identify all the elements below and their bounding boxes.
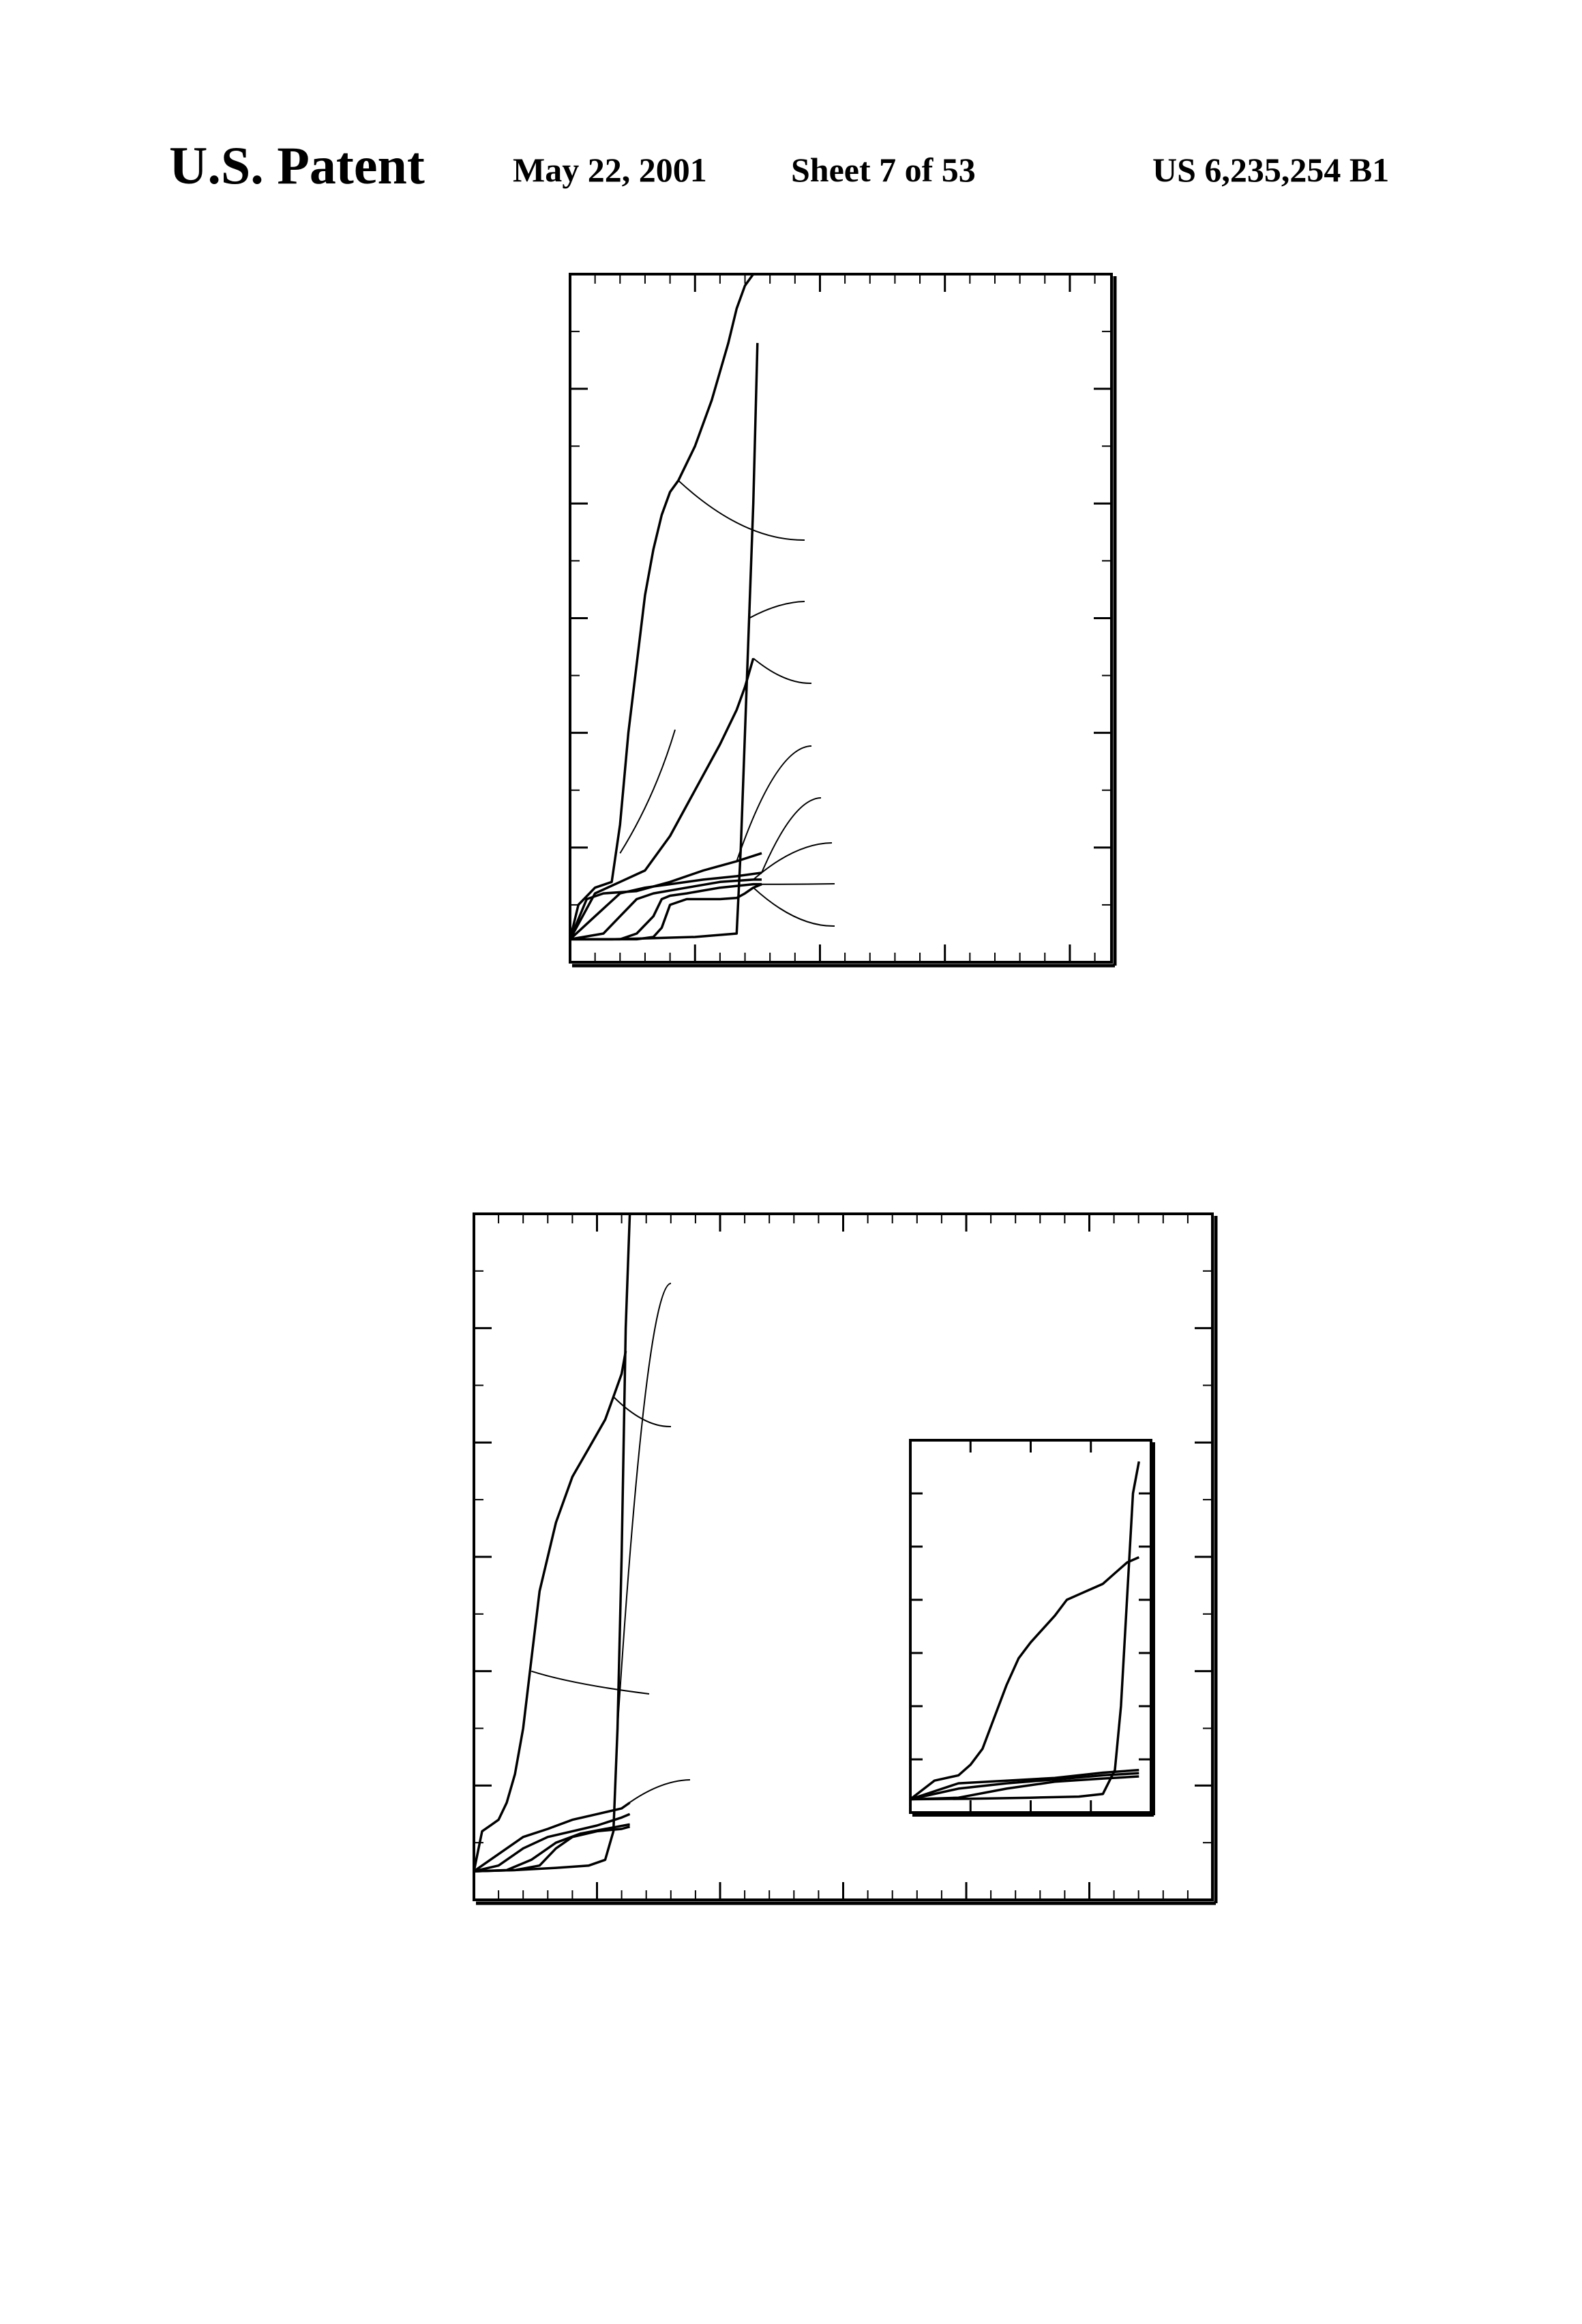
- series-line-326: [570, 880, 762, 940]
- curve-leader-line: [749, 601, 805, 619]
- series-line-322: [570, 274, 753, 939]
- plot-frame: [570, 274, 1111, 962]
- chart-fig-8c: [570, 274, 1115, 966]
- curve-leader-line: [753, 843, 832, 880]
- series-line-unlabeled-5: [474, 1827, 630, 1871]
- curve-leader-line: [678, 481, 805, 540]
- series-line-323: [570, 658, 753, 939]
- curve-leader-line: [753, 658, 811, 683]
- series-line-321: [570, 343, 758, 940]
- curve-leader-line: [736, 746, 811, 861]
- ehc-leader-line: [620, 730, 675, 853]
- series-line-322: [474, 1351, 626, 1871]
- curve-leader-line: [753, 888, 835, 926]
- ehc-leader-line: [531, 1671, 649, 1694]
- chart-fig-8d: [474, 1214, 1216, 1903]
- curve-leader-line: [622, 1780, 690, 1808]
- curve-leader-line: [762, 798, 821, 873]
- series-line-unlabeled-3: [474, 1814, 630, 1871]
- inset-background: [906, 1436, 1155, 1817]
